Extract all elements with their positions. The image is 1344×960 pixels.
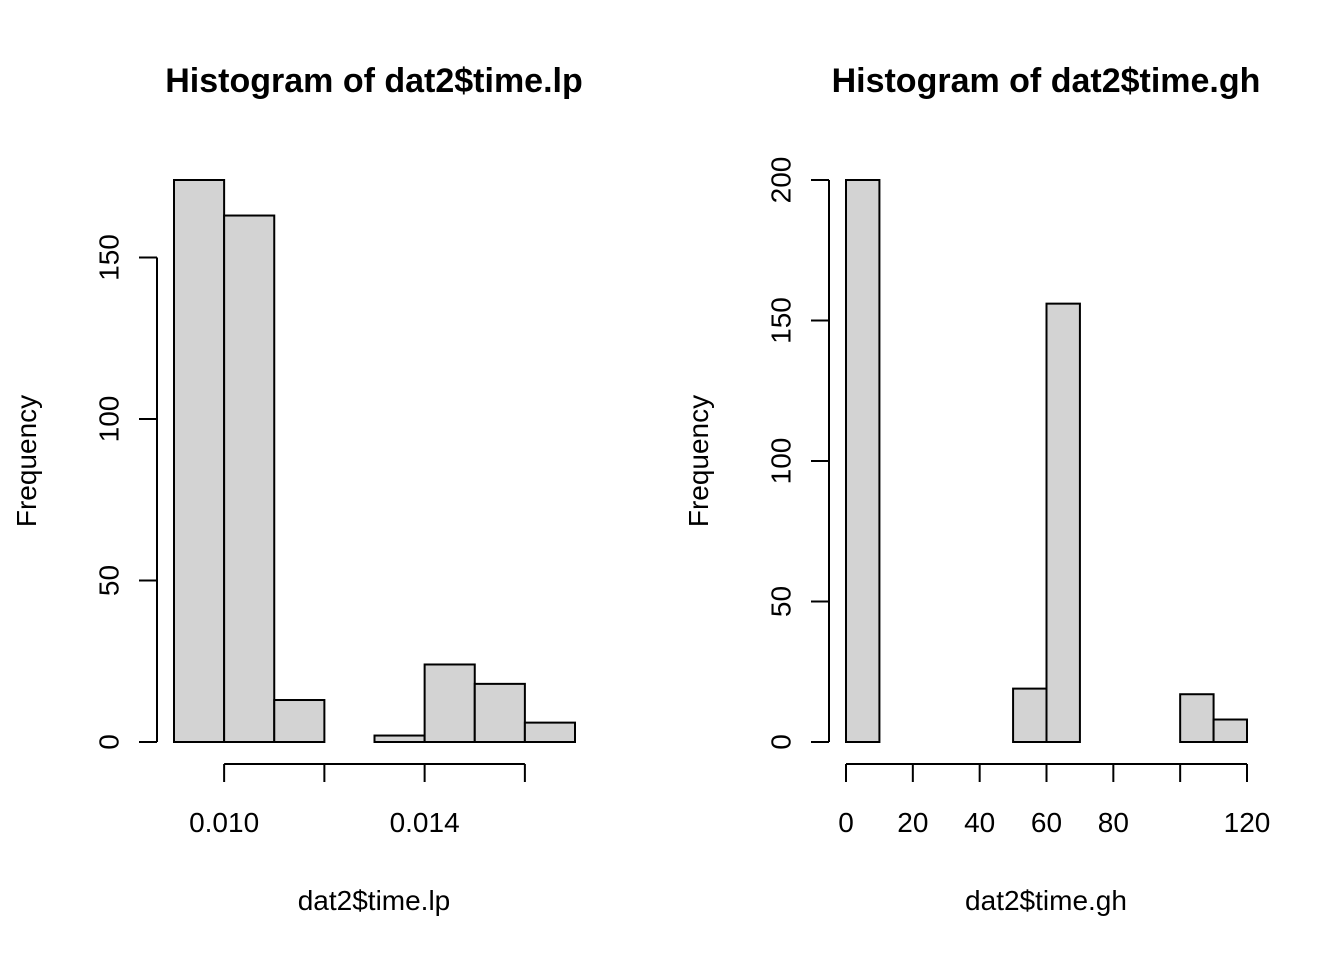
x-axis-label: dat2$time.lp	[298, 885, 451, 916]
y-tick-label: 150	[94, 234, 125, 281]
x-tick-label: 0	[838, 807, 854, 838]
x-tick-label: 0.010	[189, 807, 259, 838]
y-tick-label: 0	[766, 734, 797, 750]
histogram-bar	[173, 179, 226, 743]
x-tick-label: 120	[1224, 807, 1271, 838]
histogram-bar	[523, 721, 576, 743]
histogram-bar	[273, 699, 326, 743]
chart-title: Histogram of dat2$time.lp	[165, 62, 583, 100]
x-tick-label: 40	[964, 807, 995, 838]
histogram-bar	[1212, 718, 1249, 744]
x-tick-label: 0.014	[390, 807, 460, 838]
histogram-bar	[423, 663, 476, 744]
y-tick-label: 50	[94, 565, 125, 596]
y-tick-label: 200	[766, 157, 797, 204]
y-tick-label: 50	[766, 586, 797, 617]
histogram-bar	[223, 214, 276, 743]
y-tick-label: 150	[766, 297, 797, 344]
chart-title: Histogram of dat2$time.gh	[832, 62, 1261, 100]
x-tick-label: 20	[897, 807, 928, 838]
histogram-bar	[1179, 693, 1215, 743]
y-axis-label: Frequency	[11, 395, 42, 527]
y-axis: 0 50 100 150 200	[766, 157, 830, 750]
histogram-bar	[373, 734, 426, 743]
x-axis: 0 20 40 60 80 120	[838, 763, 1271, 838]
y-axis-label: Frequency	[683, 395, 714, 527]
histogram-bar	[845, 179, 881, 743]
y-tick-label: 100	[94, 396, 125, 443]
x-axis-label: dat2$time.gh	[965, 885, 1127, 916]
histogram-bar	[1045, 302, 1081, 743]
x-tick-label: 80	[1098, 807, 1129, 838]
y-axis: 0 50 100 150	[94, 234, 158, 750]
histogram-panel-time-lp: Histogram of dat2$time.lp dat2$time.lp F…	[11, 62, 583, 916]
x-tick-label: 60	[1031, 807, 1062, 838]
histogram-bar	[473, 682, 526, 743]
histogram-bar	[1012, 687, 1048, 743]
bar-group	[173, 179, 576, 744]
y-tick-label: 100	[766, 438, 797, 485]
bar-group	[845, 179, 1249, 744]
histogram-panel-time-gh: Histogram of dat2$time.gh dat2$time.gh F…	[683, 62, 1270, 916]
y-tick-label: 0	[94, 734, 125, 750]
x-axis: 0.010 0.014	[189, 763, 526, 838]
